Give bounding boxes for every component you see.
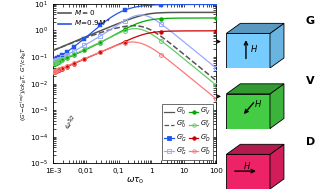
Polygon shape <box>226 144 284 154</box>
Polygon shape <box>226 23 284 33</box>
Text: $\omega^{3/2}$: $\omega^{3/2}$ <box>62 113 80 132</box>
Polygon shape <box>226 84 284 94</box>
Text: V: V <box>306 76 314 86</box>
Polygon shape <box>270 23 284 68</box>
Polygon shape <box>226 33 270 68</box>
Text: $H$: $H$ <box>254 98 262 109</box>
Polygon shape <box>226 154 270 189</box>
Text: $H$: $H$ <box>243 160 251 171</box>
Legend: $G_0'$, $G_0''$, $G_G'$, $G_G''$, $G_V'$, $G_V''$, $G_D'$, $G_D''$: $G_0'$, $G_0''$, $G_G'$, $G_G''$, $G_V'$… <box>162 104 213 160</box>
X-axis label: $\omega\tau_0$: $\omega\tau_0$ <box>126 176 144 186</box>
Text: $H$: $H$ <box>250 43 258 54</box>
Polygon shape <box>270 84 284 129</box>
Polygon shape <box>270 144 284 189</box>
Text: D: D <box>306 136 315 146</box>
Y-axis label: $(G^{\prime}\!-\!G^{(\rm eq)})/ck_BT,\ G^{\prime\prime}/ck_BT$: $(G^{\prime}\!-\!G^{(\rm eq)})/ck_BT,\ G… <box>18 46 29 121</box>
Text: G: G <box>306 15 315 26</box>
Polygon shape <box>226 94 270 129</box>
